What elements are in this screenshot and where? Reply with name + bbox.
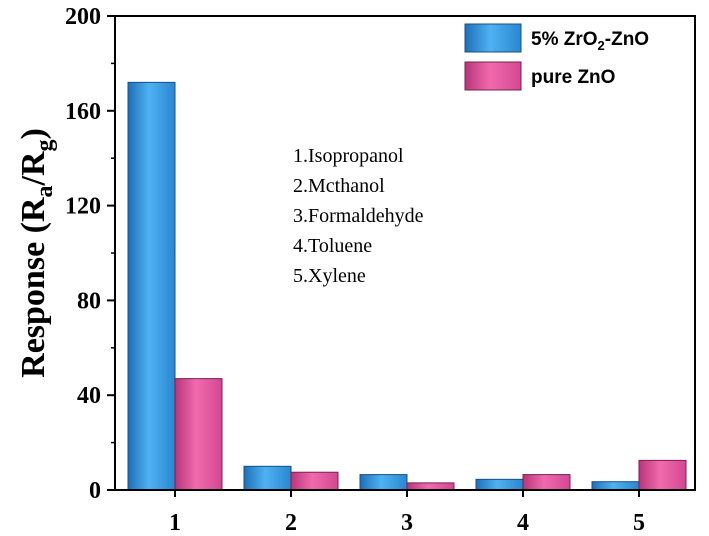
bar-pure-zno-2 — [290, 471, 339, 491]
y-axis-ticks: 0 40 80 120 160 200 — [65, 4, 115, 504]
bar-pure-zno-1 — [174, 378, 223, 491]
bar-pure-zno-4 — [522, 474, 571, 491]
note-line-1: 1.Isopropanol — [293, 145, 404, 167]
x-axis-ticks: 1 2 3 4 5 — [169, 490, 645, 536]
bar-5-zro2-zno-5 — [591, 481, 640, 491]
x-tick-label-3: 3 — [401, 510, 413, 536]
legend-label-zro2-zno: 5% ZrO2-ZnO — [531, 29, 649, 53]
legend: 5% ZrO2-ZnO pure ZnO — [464, 23, 649, 91]
note-line-2: 2.Mcthanol — [293, 175, 385, 197]
x-tick-label-5: 5 — [633, 510, 645, 536]
bar-pure-zno-5 — [638, 459, 687, 491]
bar-5-zro2-zno-4 — [475, 478, 524, 491]
y-tick-label-40: 40 — [77, 383, 101, 409]
analyte-notes: 1.Isopropanol 2.Mcthanol 3.Formaldehyde … — [293, 145, 424, 287]
note-line-3: 3.Formaldehyde — [293, 205, 424, 227]
y-tick-label-200: 200 — [65, 4, 101, 30]
x-tick-label-4: 4 — [517, 510, 529, 536]
bar-5-zro2-zno-2 — [243, 465, 292, 491]
note-line-5: 5.Xylene — [293, 265, 366, 287]
legend-label-pure-zno: pure ZnO — [531, 67, 615, 88]
y-tick-label-80: 80 — [77, 288, 101, 314]
note-line-4: 4.Toluene — [293, 235, 372, 257]
bar-5-zro2-zno-1 — [127, 81, 176, 491]
y-axis-title: Response (Ra/Rg) — [15, 128, 58, 378]
y-tick-label-160: 160 — [65, 99, 101, 125]
legend-swatch-zro2-zno — [464, 23, 522, 53]
y-tick-label-0: 0 — [89, 478, 101, 504]
bar-pure-zno-3 — [406, 482, 455, 491]
legend-swatch-pure-zno — [464, 61, 522, 91]
bar-5-zro2-zno-3 — [359, 474, 408, 491]
x-tick-label-2: 2 — [285, 510, 297, 536]
bars-group — [127, 81, 687, 491]
x-tick-label-1: 1 — [169, 510, 181, 536]
y-tick-label-120: 120 — [65, 194, 101, 220]
